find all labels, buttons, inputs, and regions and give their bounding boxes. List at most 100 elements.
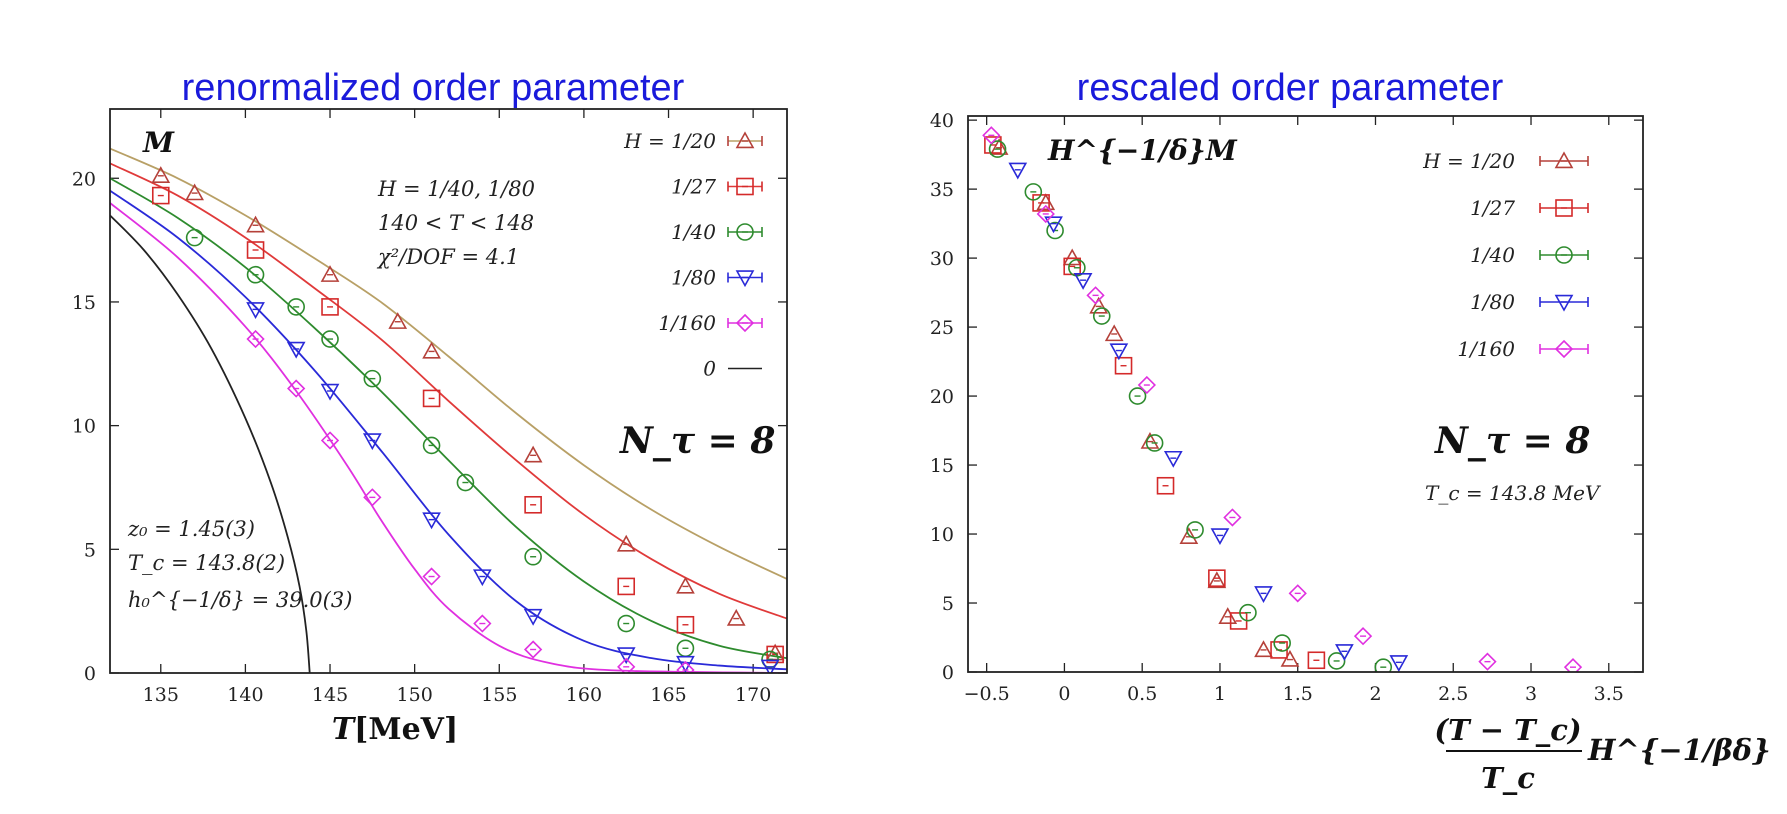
data-point (1374, 658, 1393, 672)
right-chart-title: rescaled order parameter (1077, 67, 1504, 109)
data-point (363, 369, 382, 388)
data-point (989, 138, 1009, 155)
x-tick-label: 0.5 (1127, 683, 1157, 705)
y-tick-label: 15 (930, 455, 954, 477)
y-tick-label: 20 (930, 386, 954, 408)
fit-curve-1-160 (110, 202, 787, 673)
data-point (1156, 476, 1175, 495)
x-tick-label: 2.5 (1438, 683, 1468, 705)
x-tick-label: 140 (227, 684, 263, 706)
data-point (1024, 183, 1043, 201)
data-point (1353, 626, 1373, 646)
data-point (422, 389, 441, 408)
x-tick-label: 165 (650, 684, 686, 706)
legend-marker (736, 223, 754, 241)
x-tick-label: 135 (143, 684, 179, 706)
data-point (287, 379, 306, 398)
data-point (1273, 634, 1291, 652)
legend-label: H = 1/20 (623, 129, 716, 153)
x-tick-label: 3 (1525, 683, 1537, 705)
data-point (1086, 286, 1105, 305)
data-point (320, 383, 340, 401)
data-point (984, 136, 1002, 154)
data-point (617, 614, 636, 633)
data-point (616, 534, 636, 552)
y-tick-label: 20 (72, 168, 96, 190)
data-point (185, 183, 204, 201)
data-point (151, 186, 170, 205)
legend-marker (1554, 294, 1574, 312)
data-point (456, 473, 475, 492)
y-tick-label: 5 (942, 593, 954, 615)
x-label-denominator: T_c (1481, 761, 1535, 795)
data-point (726, 608, 746, 626)
data-point (388, 312, 408, 329)
data-point (617, 577, 636, 596)
data-point (766, 645, 784, 664)
data-point (1089, 296, 1109, 314)
data-point (320, 431, 340, 450)
plot-content (110, 147, 787, 673)
data-point (286, 341, 306, 359)
data-point (246, 329, 265, 349)
left-nt-label: N_τ = 8 (619, 420, 775, 462)
legend-label: 1/80 (671, 266, 716, 290)
data-point (1335, 644, 1354, 661)
data-point (362, 433, 382, 451)
y-tick-label: 5 (84, 539, 96, 561)
data-point (523, 640, 543, 659)
x-tick-label: 145 (312, 684, 348, 706)
data-point (617, 657, 636, 673)
left-legend: H = 1/20 1/27 1/40 1/80 1/160 0 (623, 129, 763, 381)
data-point (246, 241, 265, 259)
fit-chi2: χ²/DOF = 4.1 (376, 245, 519, 269)
data-point (1280, 649, 1300, 667)
data-point (676, 615, 695, 634)
legend-marker (1554, 151, 1574, 169)
plot-frame (109, 108, 788, 674)
x-tick-label: −0.5 (964, 683, 1010, 705)
legend-label: H = 1/20 (1422, 149, 1515, 173)
legend-marker (735, 131, 755, 149)
param-tc: T_c = 143.8(2) (128, 551, 285, 575)
data-point (1210, 528, 1230, 546)
data-point (1186, 521, 1204, 539)
legend-marker (1554, 339, 1574, 359)
x-tick-label: 155 (481, 684, 517, 706)
legend-label: 1/160 (1457, 337, 1515, 361)
y-tick-label: 0 (942, 662, 954, 684)
data-point (523, 445, 543, 463)
legend-marker (735, 270, 755, 288)
x-label-numerator: (T − T_c) (1434, 713, 1581, 747)
right-nt-label: N_τ = 8 (1434, 420, 1590, 462)
data-point (185, 228, 204, 247)
x-tick-label: 1.5 (1283, 683, 1313, 705)
x-tick-label: 160 (566, 684, 602, 706)
data-point (422, 341, 441, 359)
data-point (1104, 324, 1124, 342)
right-chart: rescaled order parameter −0.5 0 0.5 1 1.5 2 2.… (930, 67, 1771, 795)
data-point (320, 265, 340, 282)
x-tick-label: 1 (1214, 683, 1226, 705)
x-tick-label: 2 (1369, 683, 1381, 705)
legend-label: 1/27 (1470, 196, 1515, 220)
data-point (1389, 655, 1409, 672)
data-point (1239, 603, 1257, 622)
left-chart-title: renormalized order parameter (182, 67, 685, 109)
data-point (982, 126, 1001, 145)
data-point (321, 330, 339, 348)
param-z0: z₀ = 1.45(3) (127, 517, 255, 541)
data-point (676, 660, 695, 673)
data-point (422, 512, 441, 530)
data-point (1137, 375, 1156, 395)
legend-marker (1555, 246, 1573, 264)
legend-marker (1555, 199, 1573, 217)
left-chart: renormalized order parameter 135 140 145 15… (72, 67, 788, 747)
data-point (1036, 204, 1055, 224)
data-point (1563, 658, 1583, 672)
data-point (1109, 343, 1129, 361)
data-point (1008, 162, 1028, 180)
legend-label: 1/80 (1470, 290, 1515, 314)
fit-range-h: H = 1/40, 1/80 (377, 177, 535, 201)
